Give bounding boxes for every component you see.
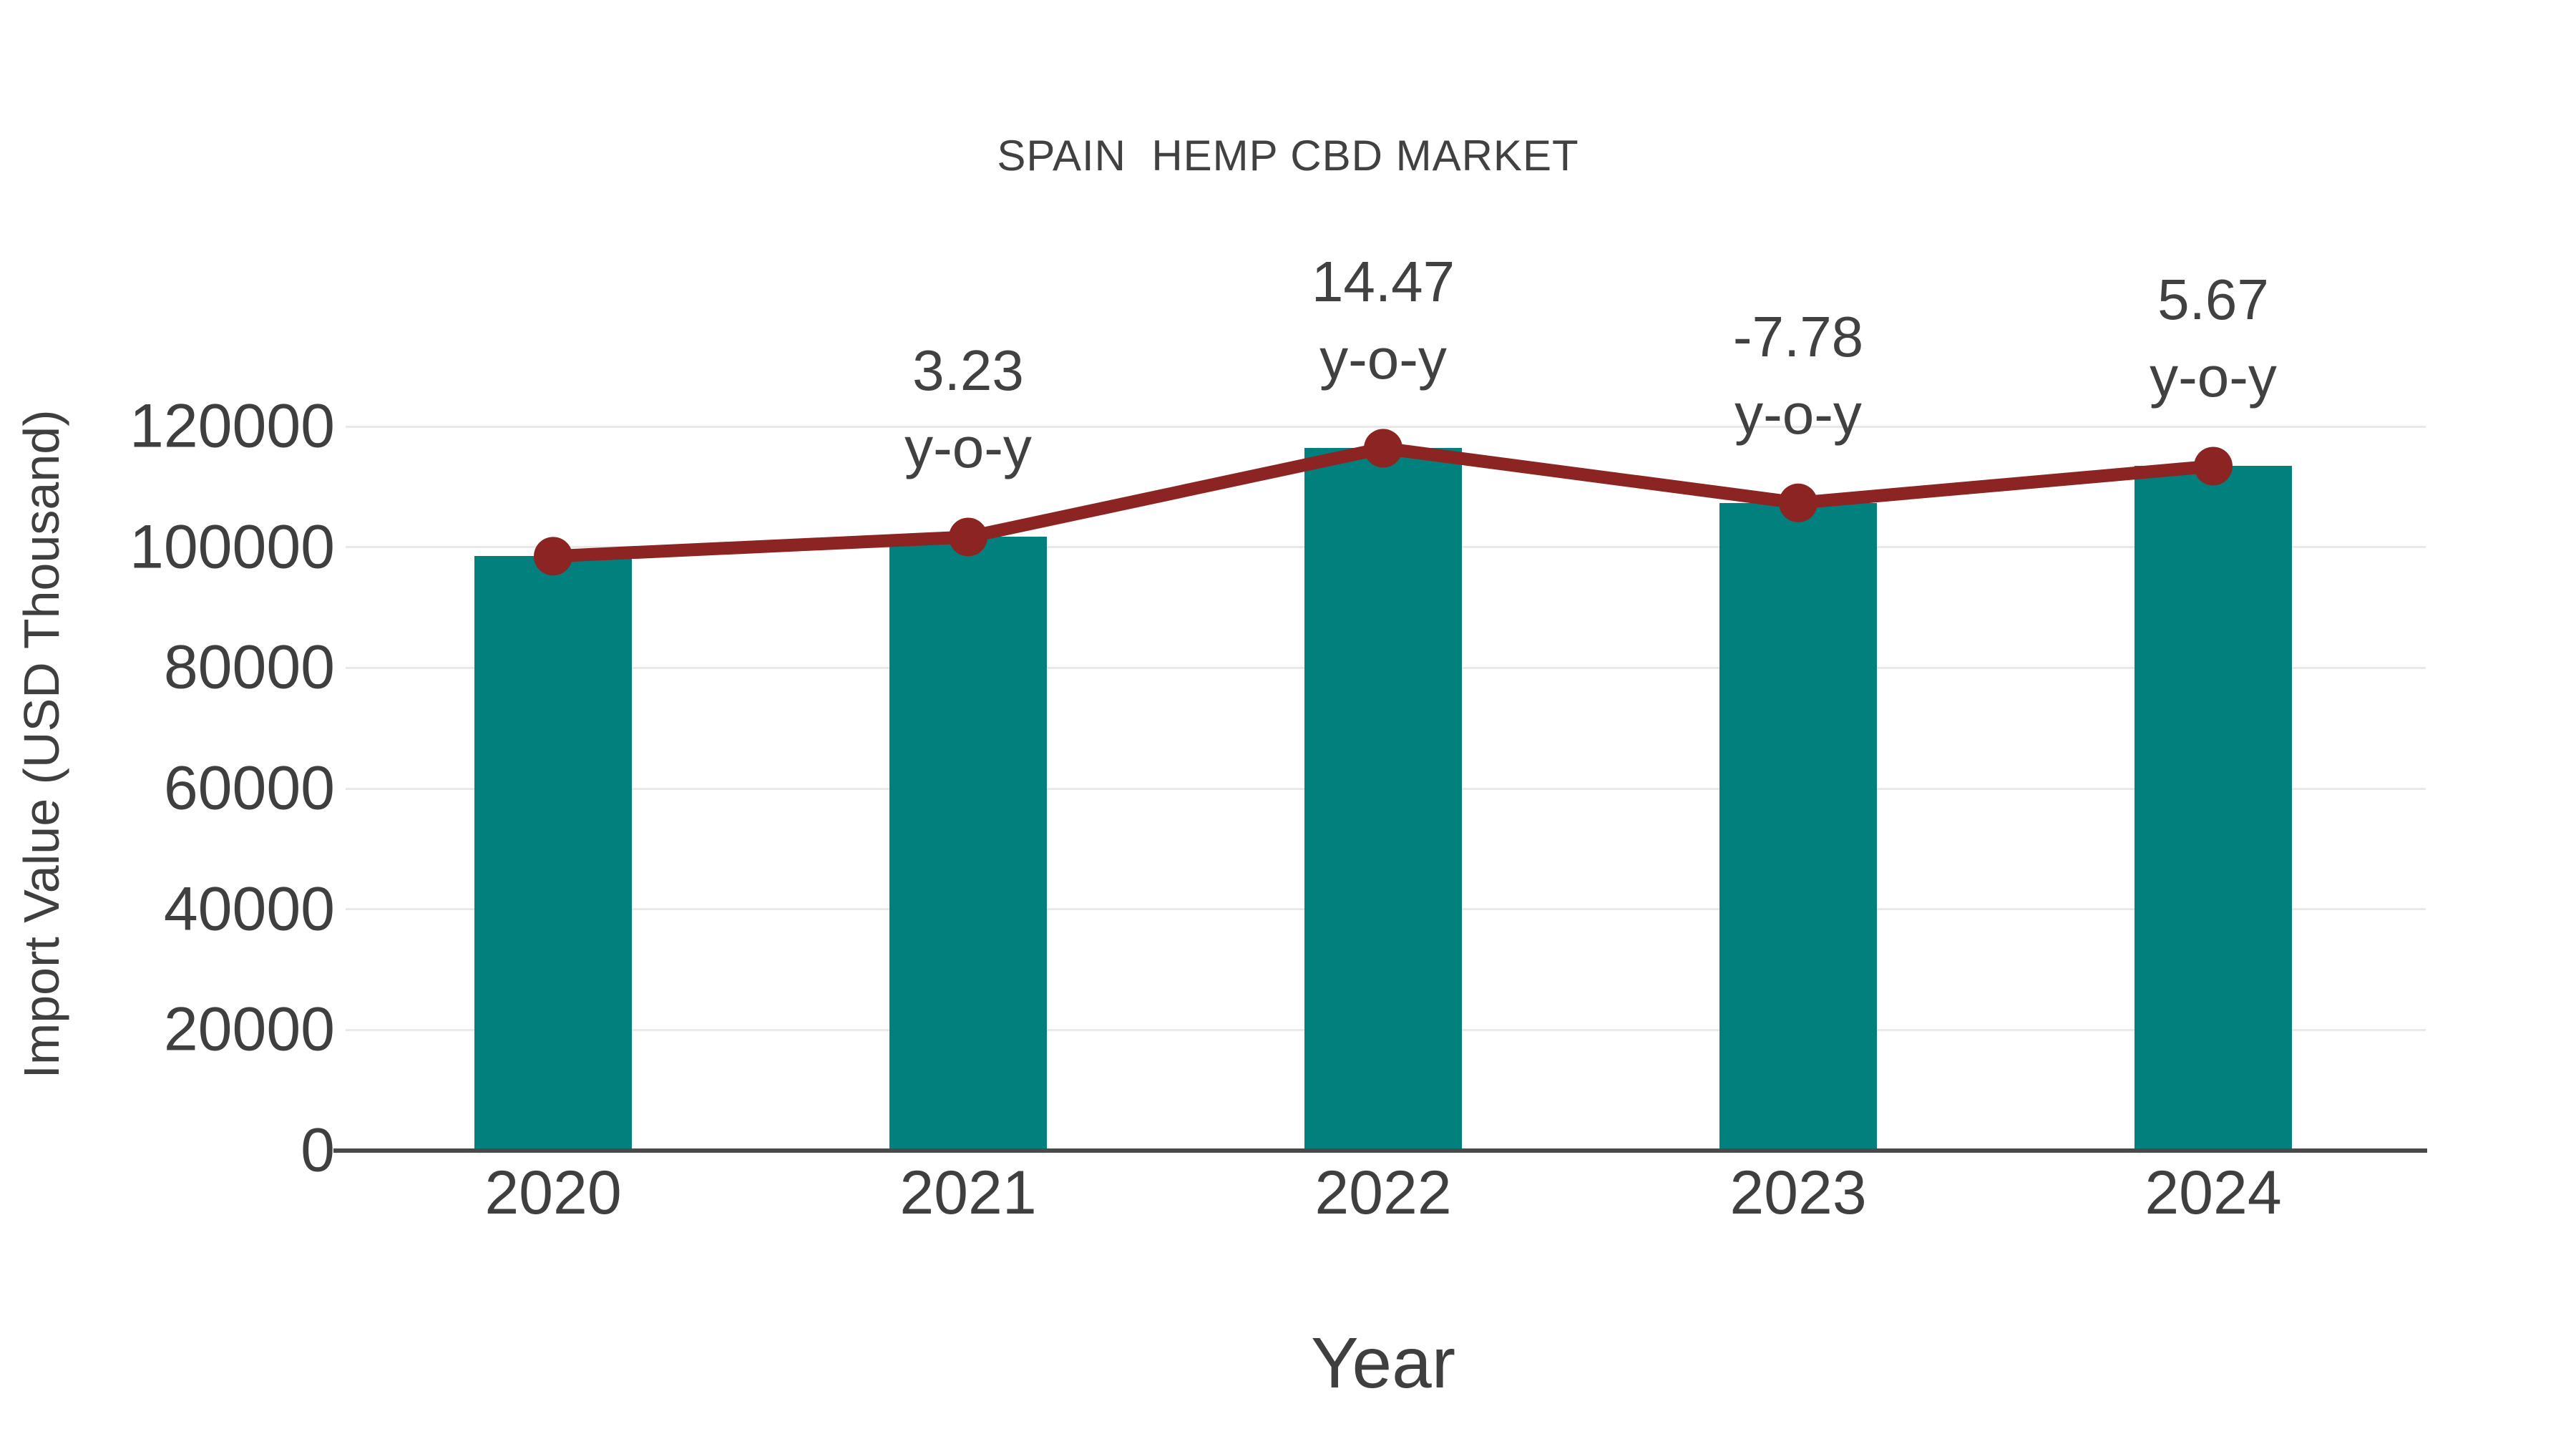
chart-title: SPAIN HEMP CBD MARKET — [997, 132, 1579, 180]
bar-2023 — [1719, 502, 1877, 1151]
annotation-2022: 14.47 y-o-y — [1312, 243, 1455, 398]
marker-dot-2023 — [1779, 483, 1818, 522]
bar-2024 — [2135, 466, 2292, 1151]
bar-2021 — [889, 537, 1047, 1151]
annotation-unit: y-o-y — [2150, 345, 2277, 409]
annotation-unit: y-o-y — [1735, 381, 1862, 446]
annotation-value: 3.23 — [912, 338, 1024, 403]
annotation-value: -7.78 — [1732, 304, 1864, 369]
annotation-unit: y-o-y — [1319, 327, 1447, 391]
x-tick-label-2024: 2024 — [2145, 1158, 2282, 1227]
y-tick-label-40000: 40000 — [163, 874, 335, 944]
marker-dot-2021 — [949, 517, 987, 557]
bar-2020 — [474, 556, 632, 1151]
x-tick-label-2023: 2023 — [1729, 1158, 1867, 1227]
x-axis-line — [333, 1148, 2427, 1153]
y-tick-label-60000: 60000 — [163, 753, 335, 823]
annotation-2024: 5.67 y-o-y — [2150, 261, 2277, 416]
annotation-value: 14.47 — [1311, 250, 1455, 314]
bar-2022 — [1304, 448, 1462, 1151]
x-tick-label-2022: 2022 — [1314, 1158, 1452, 1227]
gridline-y-120000 — [346, 425, 2426, 428]
marker-dot-2024 — [2194, 447, 2233, 486]
annotation-2023: -7.78 y-o-y — [1733, 298, 1863, 453]
marker-dot-2022 — [1364, 429, 1402, 468]
marker-dot-2020 — [534, 537, 572, 576]
annotation-value: 5.67 — [2157, 268, 2269, 332]
annotation-unit: y-o-y — [904, 416, 1032, 480]
y-tick-label-120000: 120000 — [130, 391, 335, 461]
y-tick-label-80000: 80000 — [163, 633, 335, 702]
x-axis-title: Year — [1310, 1323, 1456, 1403]
x-tick-label-2021: 2021 — [899, 1158, 1037, 1227]
y-tick-label-20000: 20000 — [163, 995, 335, 1064]
annotation-2021: 3.23 y-o-y — [904, 332, 1032, 487]
x-tick-label-2020: 2020 — [484, 1158, 622, 1227]
y-tick-label-0: 0 — [301, 1116, 335, 1185]
y-tick-label-100000: 100000 — [130, 512, 335, 582]
